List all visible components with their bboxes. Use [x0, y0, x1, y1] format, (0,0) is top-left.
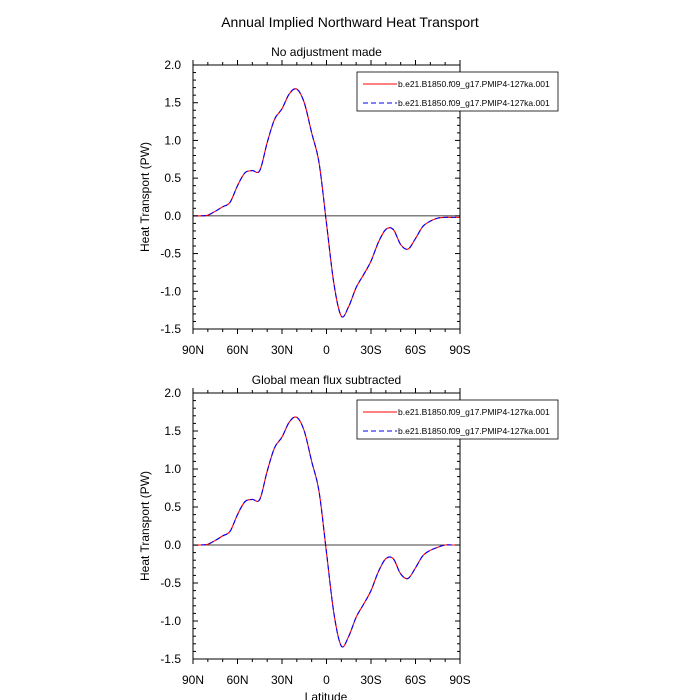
y-tick-label: 2.0: [164, 58, 181, 72]
panel-title: No adjustment made: [271, 45, 382, 59]
series-line-1: [192, 88, 460, 318]
panel-title: Global mean flux subtracted: [252, 373, 401, 387]
x-tick-label: 90N: [182, 673, 204, 687]
x-tick-label: 90S: [449, 673, 470, 687]
y-tick-label: -0.5: [160, 576, 181, 590]
x-tick-label: 60N: [226, 673, 248, 687]
y-axis-label: Heat Transport (PW): [138, 142, 152, 252]
series-line-2: [192, 88, 460, 318]
y-tick-label: -1.5: [160, 652, 181, 666]
legend-label-1: b.e21.B1850.f09_g17.PMIP4-127ka.001: [398, 79, 550, 89]
y-tick-label: 1.0: [164, 462, 181, 476]
y-tick-label: 0.0: [164, 538, 181, 552]
y-tick-label: 1.5: [164, 96, 181, 110]
x-tick-label: 30S: [360, 673, 381, 687]
y-tick-label: -1.5: [160, 322, 181, 336]
y-tick-label: 1.5: [164, 424, 181, 438]
y-tick-label: 0.0: [164, 209, 181, 223]
legend-label-2: b.e21.B1850.f09_g17.PMIP4-127ka.001: [398, 426, 550, 436]
y-axis-label: Heat Transport (PW): [138, 471, 152, 581]
x-tick-label: 60N: [226, 343, 248, 357]
x-axis-label: Latitude: [305, 690, 348, 700]
x-tick-label: 0: [323, 673, 330, 687]
panel-no-adjustment: No adjustment made Heat Transport (PW) -1.…: [138, 45, 559, 357]
y-tick-label: 1.0: [164, 133, 181, 147]
x-tick-label: 30S: [360, 343, 381, 357]
x-tick-label: 30N: [271, 673, 293, 687]
x-tick-label: 60S: [405, 343, 426, 357]
legend-box: [356, 399, 559, 440]
series-line-2: [192, 416, 460, 648]
y-tick-label: 2.0: [164, 386, 181, 400]
figure-title: Annual Implied Northward Heat Transport: [221, 14, 479, 30]
y-tick-label: 0.5: [164, 171, 181, 185]
legend-box: [356, 71, 559, 112]
x-tick-label: 30N: [271, 343, 293, 357]
panel-global-mean-subtracted: Global mean flux subtracted Heat Transpor…: [138, 373, 559, 687]
y-tick-label: -1.0: [160, 614, 181, 628]
legend-label-1: b.e21.B1850.f09_g17.PMIP4-127ka.001: [398, 407, 550, 417]
x-tick-label: 60S: [405, 673, 426, 687]
legend-label-2: b.e21.B1850.f09_g17.PMIP4-127ka.001: [398, 98, 550, 108]
x-tick-label: 90N: [182, 343, 204, 357]
y-tick-label: -0.5: [160, 247, 181, 261]
y-tick-label: -1.0: [160, 284, 181, 298]
series-line-1: [192, 416, 460, 648]
x-tick-label: 0: [323, 343, 330, 357]
x-tick-label: 90S: [449, 343, 470, 357]
y-tick-label: 0.5: [164, 500, 181, 514]
